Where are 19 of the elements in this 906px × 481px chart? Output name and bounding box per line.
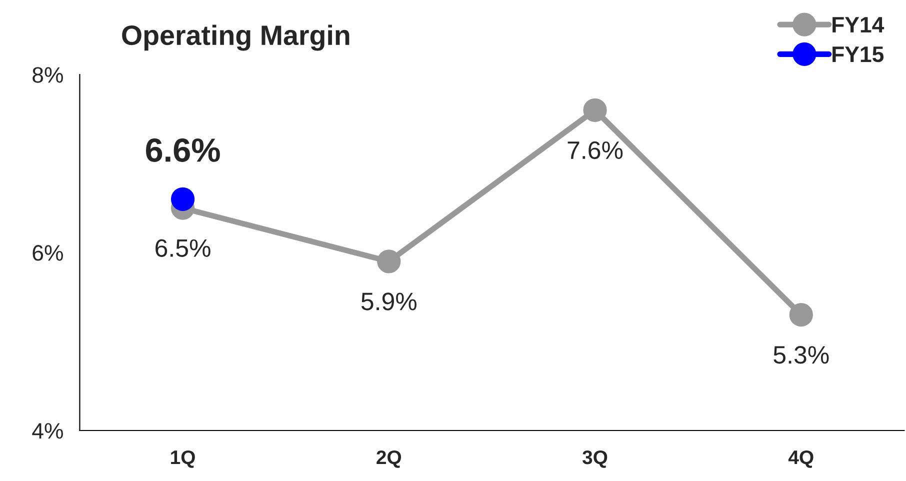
point [789, 303, 813, 327]
x-tick-label: 4Q [788, 450, 814, 468]
data-label: 7.6% [568, 141, 623, 160]
chart-title: Operating Margin [122, 24, 350, 51]
x-tick-label: 2Q [376, 450, 402, 468]
point [377, 250, 401, 274]
data-label: 6.6% [146, 138, 220, 162]
point [583, 98, 607, 122]
x-tick-label: 1Q [171, 450, 195, 468]
data-label: 5.9% [361, 292, 417, 310]
y-tick-label: 8% [32, 67, 63, 83]
point [170, 187, 195, 211]
data-label: 5.3% [774, 346, 829, 364]
legend-label: FY15 [832, 46, 884, 62]
data-label: 6.5% [156, 239, 210, 257]
legend-label: FY14 [832, 17, 884, 32]
y-tick-label: 6% [32, 245, 63, 261]
x-tick-label: 3Q [582, 450, 608, 468]
y-tick-label: 4% [32, 423, 63, 439]
